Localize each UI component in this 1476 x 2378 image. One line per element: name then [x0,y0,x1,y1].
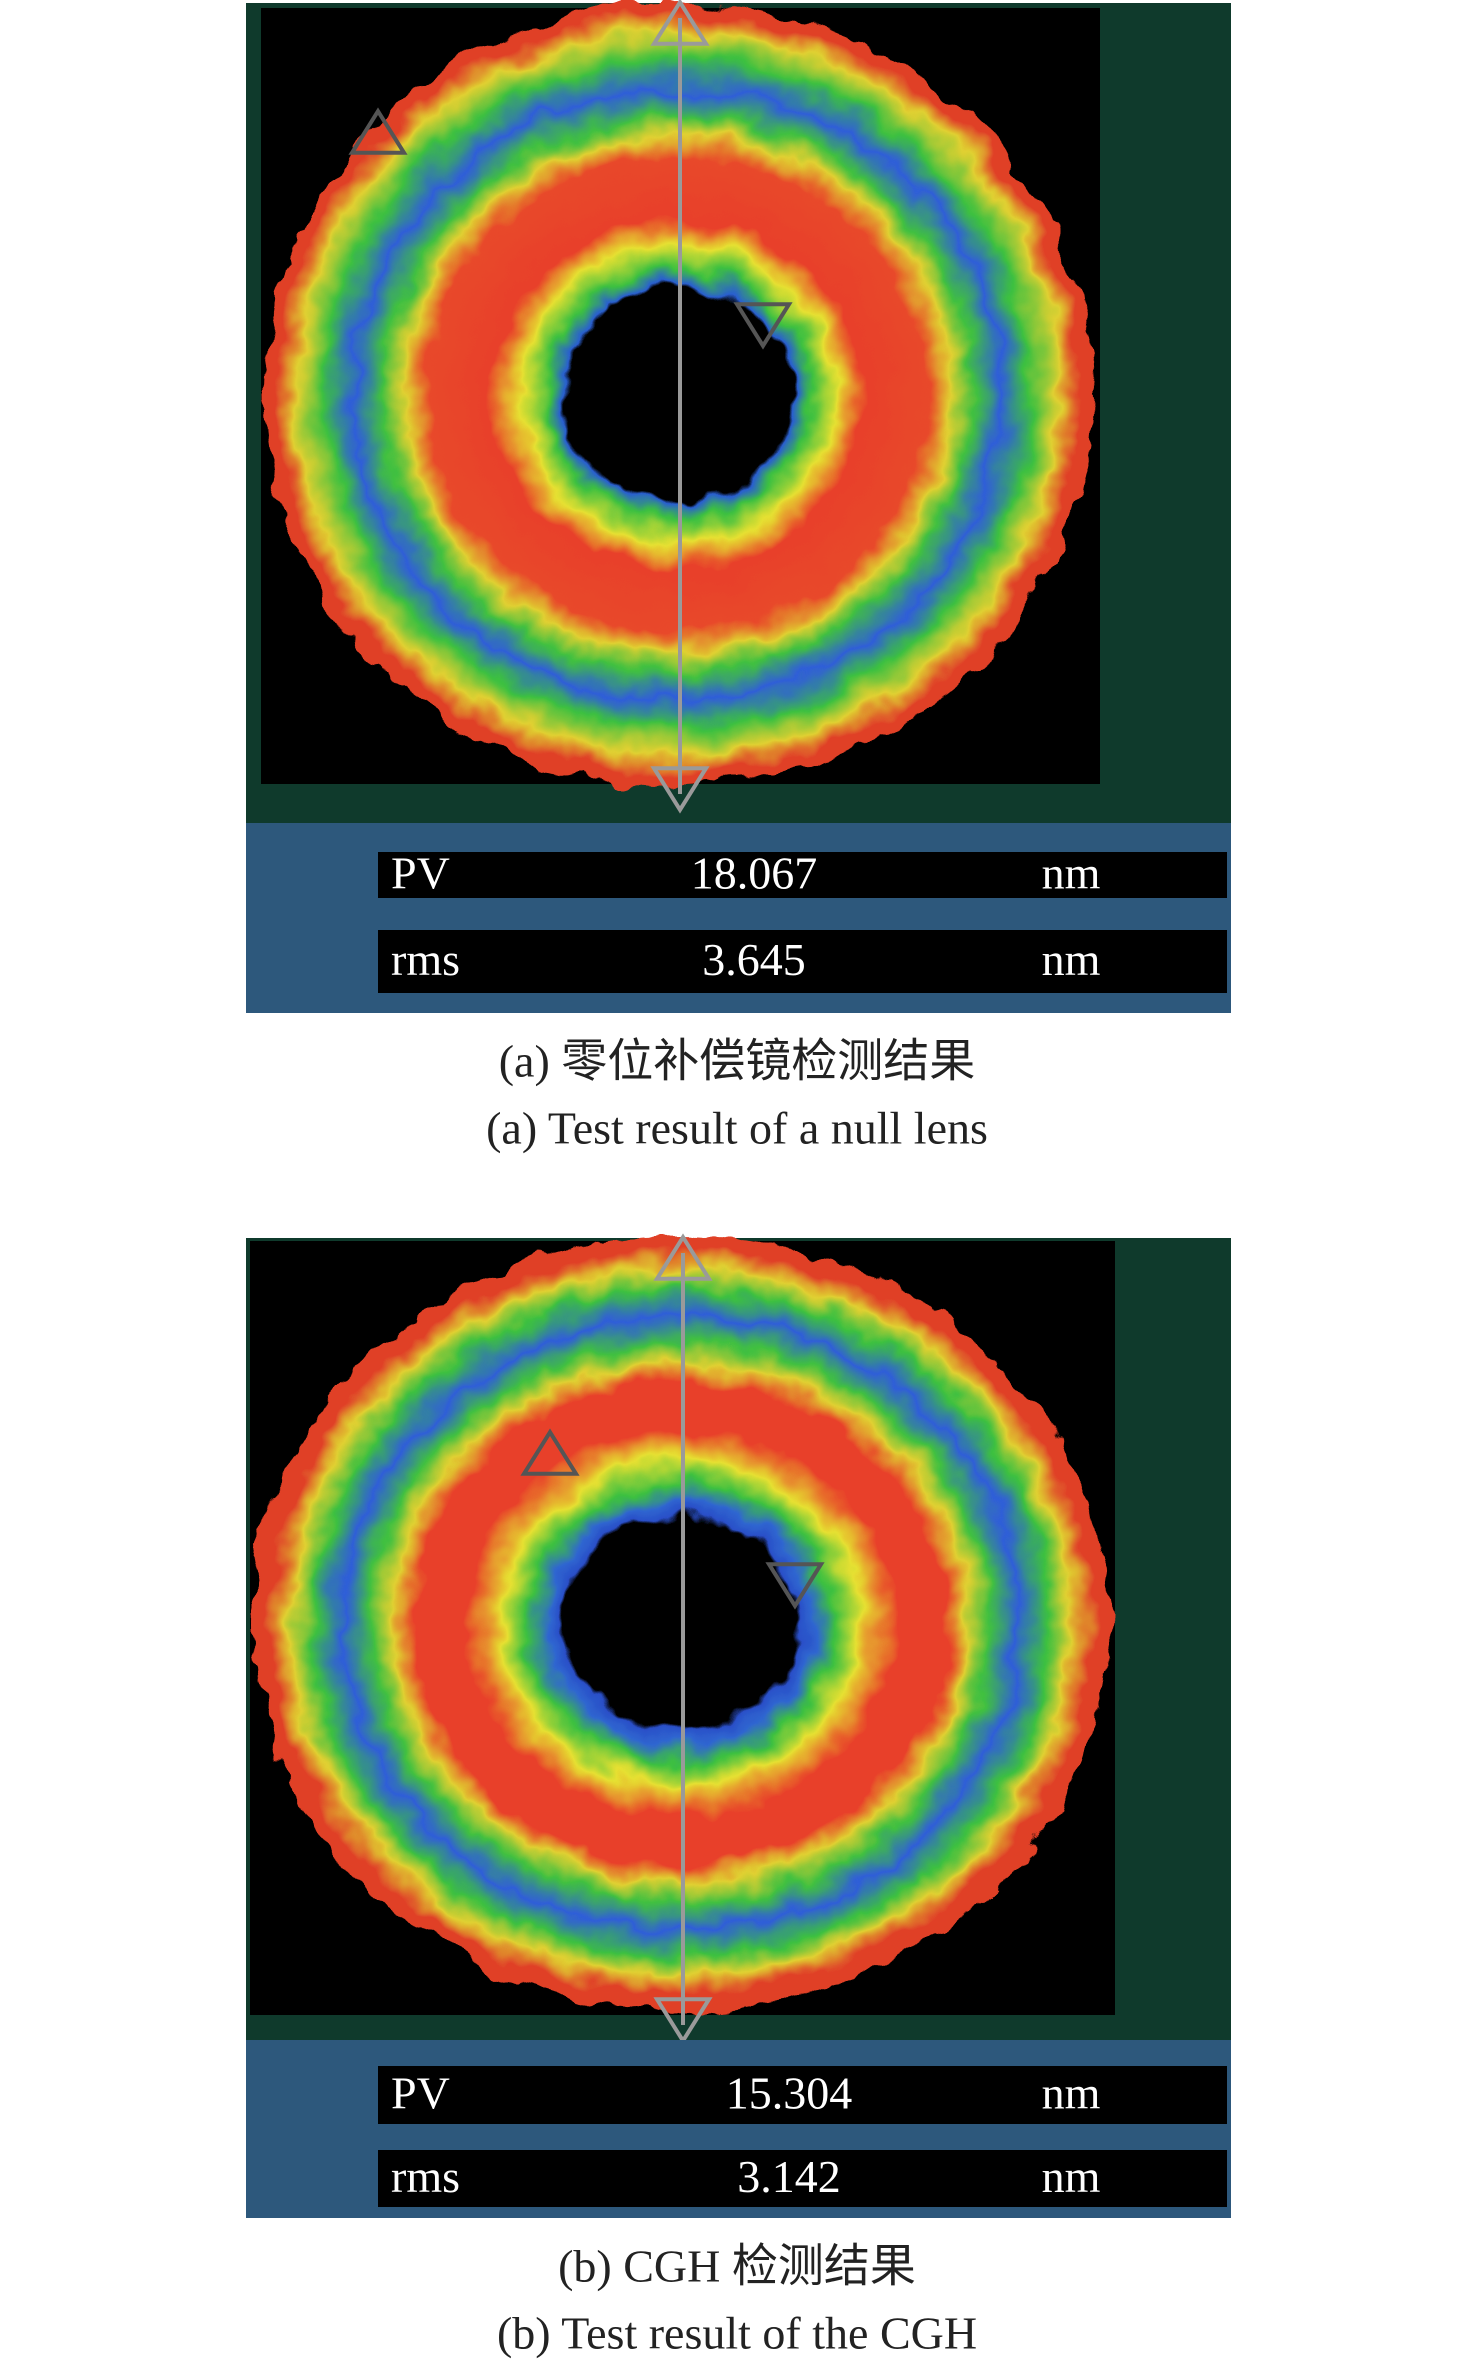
result-row [378,2066,1227,2124]
result-value: 18.067 [691,848,818,899]
result-value: 3.645 [702,934,806,985]
result-row [378,2150,1227,2207]
caption-en: (b) Test result of the CGH [497,2308,977,2359]
marker [650,0,710,46]
marker [733,302,793,350]
result-label: PV [391,2068,450,2119]
marker [653,1997,713,2045]
result-value: 15.304 [726,2068,853,2119]
result-label: rms [391,934,460,985]
result-row [378,930,1227,993]
result-unit: nm [1042,2068,1101,2119]
result-label: PV [391,848,450,899]
marker [348,107,408,155]
result-row [378,852,1227,898]
marker [520,1428,580,1476]
result-value: 3.142 [737,2151,841,2202]
result-unit: nm [1042,934,1101,985]
result-unit: nm [1042,848,1101,899]
marker [653,1233,713,1281]
caption-cn: (a) 零位补偿镜检测结果 [499,1036,976,1087]
result-unit: nm [1042,2151,1101,2202]
caption-cn: (b) CGH 检测结果 [558,2241,916,2292]
caption-en: (a) Test result of a null lens [486,1103,988,1154]
result-label: rms [391,2151,460,2202]
marker [765,1562,825,1610]
marker [650,766,710,814]
